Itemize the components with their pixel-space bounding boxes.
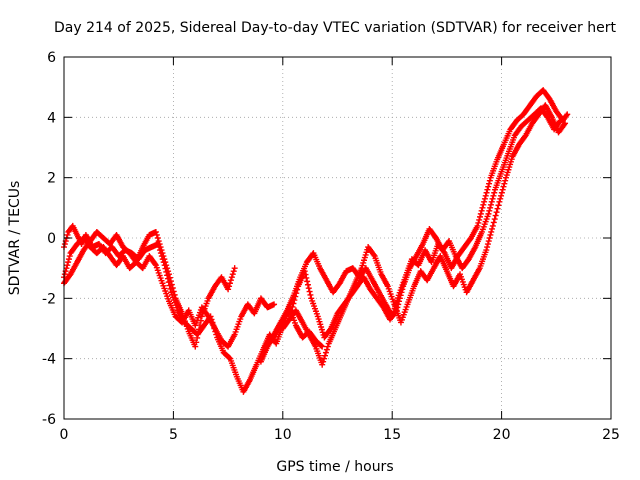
y-tick-label: 4 — [47, 110, 56, 126]
y-tick-label: -4 — [42, 352, 56, 368]
x-tick-label: 15 — [383, 427, 401, 443]
y-tick-label: 2 — [47, 171, 56, 187]
chart-title: Day 214 of 2025, Sidereal Day-to-day VTE… — [54, 20, 616, 36]
x-tick-label: 25 — [602, 427, 620, 443]
data-points — [61, 87, 571, 395]
series-markers — [262, 105, 564, 350]
x-tick-label: 20 — [493, 427, 511, 443]
x-axis-ticks: 0 5 10 15 20 25 — [60, 57, 620, 443]
x-tick-label: 10 — [274, 427, 292, 443]
x-tick-label: 0 — [60, 427, 69, 443]
series-markers — [279, 102, 569, 368]
x-axis-label: GPS time / hours — [276, 459, 393, 475]
y-tick-label: -6 — [42, 412, 56, 428]
y-axis-label: SDTVAR / TECUs — [7, 181, 23, 296]
y-tick-label: -2 — [42, 291, 56, 307]
y-tick-label: 0 — [47, 231, 56, 247]
grid-lines — [64, 57, 611, 419]
y-tick-label: 6 — [47, 50, 56, 66]
x-tick-label: 5 — [169, 427, 178, 443]
series-track-6 — [279, 102, 569, 368]
y-axis-ticks: -6 -4 -2 0 2 4 6 — [42, 50, 611, 428]
series-track-5 — [262, 105, 564, 350]
